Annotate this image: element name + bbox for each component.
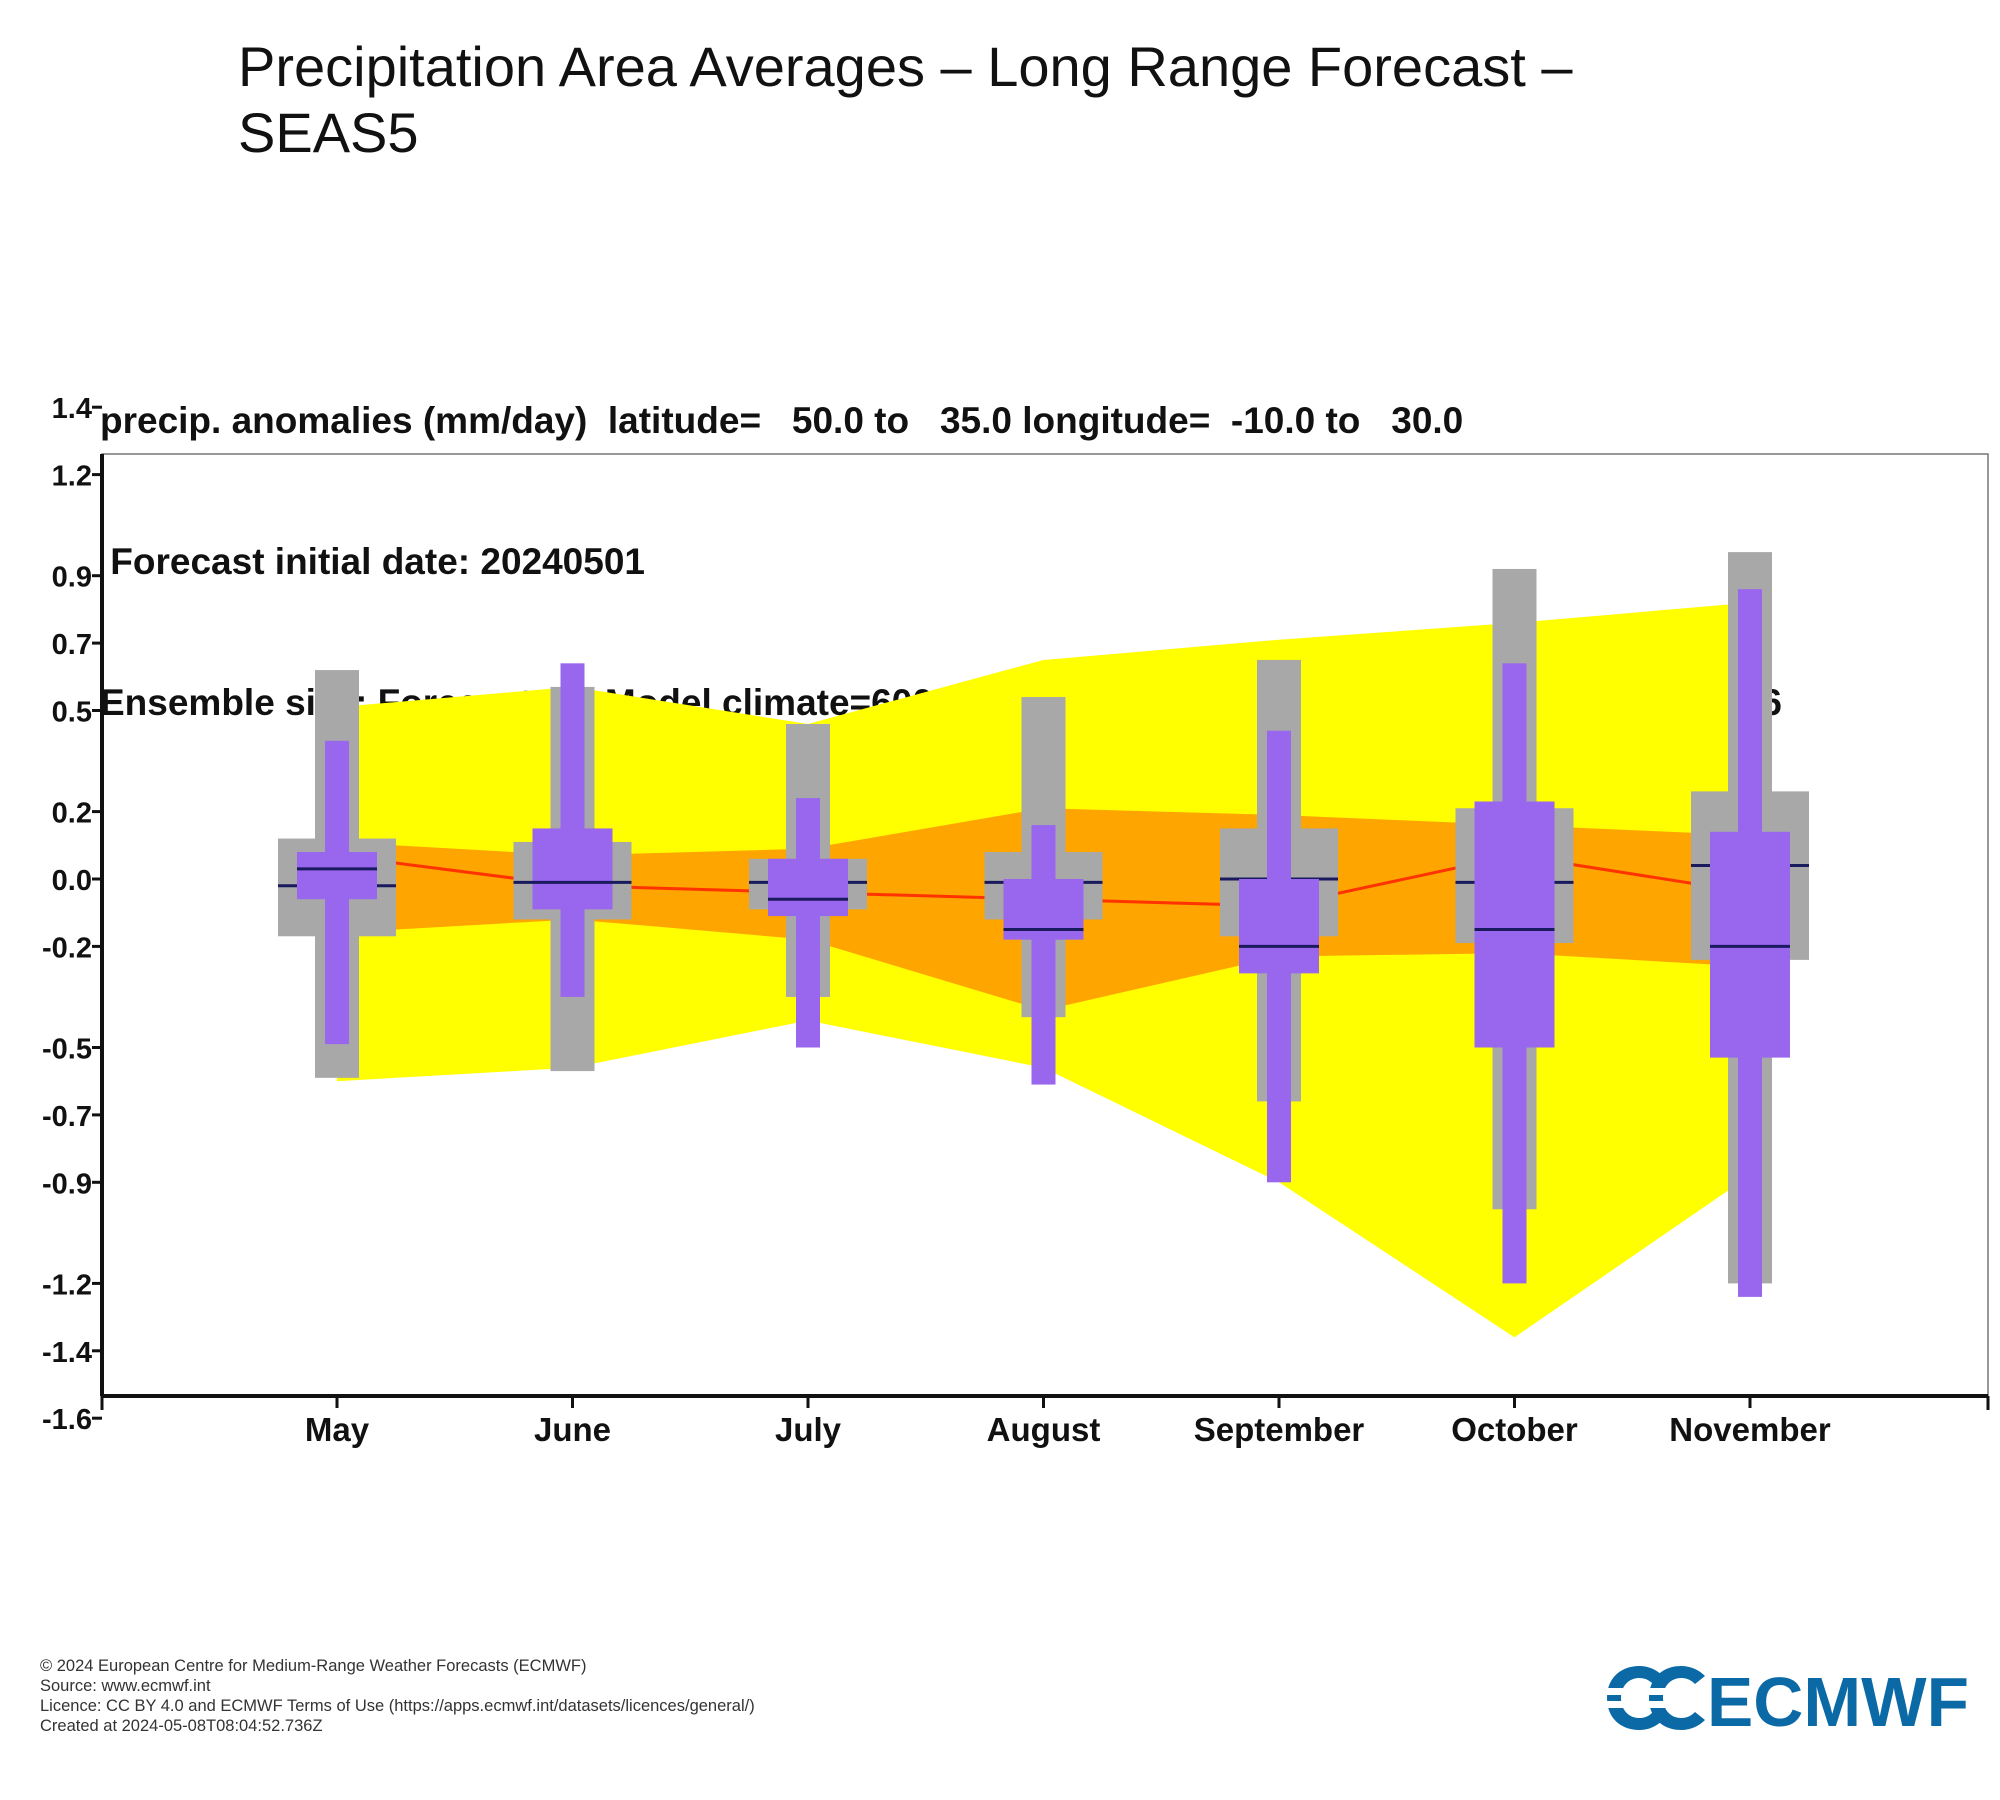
footer-created: Created at 2024-05-08T08:04:52.736Z [40, 1717, 323, 1735]
y-tick-label: -0.5 [42, 1034, 92, 1066]
x-tick-label: November [1669, 1411, 1831, 1448]
y-tick-label: 0.5 [52, 697, 92, 729]
y-tick-label: -1.6 [42, 1404, 92, 1436]
x-tick-label: June [534, 1411, 611, 1448]
footer-licence: Licence: CC BY 4.0 and ECMWF Terms of Us… [40, 1697, 755, 1715]
footer-copyright: © 2024 European Centre for Medium-Range … [40, 1657, 587, 1675]
x-tick-label: May [305, 1411, 370, 1448]
x-tick-label: July [775, 1411, 842, 1448]
y-tick-label: -1.2 [42, 1269, 92, 1301]
forecast-box [768, 858, 848, 917]
x-tick-label: October [1451, 1411, 1578, 1448]
page-title: Precipitation Area Averages – Long Range… [238, 35, 1573, 164]
forecast-box [1474, 801, 1555, 1048]
y-tick-label: -0.2 [42, 932, 92, 964]
y-tick-label: 0.7 [52, 629, 92, 661]
y-tick-label: 0.9 [52, 562, 92, 594]
forecast-whisker [1031, 825, 1056, 1085]
y-tick-label: -0.7 [42, 1101, 92, 1133]
ecmwf-logo: ECMWF [1605, 1663, 1969, 1734]
y-tick-label: -0.9 [42, 1168, 92, 1200]
copyright-footer: © 2024 European Centre for Medium-Range … [40, 1656, 755, 1736]
chart-header-line-1: precip. anomalies (mm/day) latitude= 50.… [100, 400, 1464, 441]
y-tick-label: 1.4 [52, 393, 92, 425]
chart-header-line-2: Forecast initial date: 20240501 [100, 541, 645, 582]
forecast-box [1239, 879, 1319, 974]
y-tick-label: -1.4 [42, 1337, 92, 1369]
ecmwf-logo-icon [1605, 1666, 1705, 1730]
y-tick-label: 1.2 [52, 461, 92, 493]
y-tick-label: 0.0 [52, 865, 92, 897]
ecmwf-logo-text: ECMWF [1707, 1663, 1969, 1734]
footer-source: Source: www.ecmwf.int [40, 1677, 211, 1695]
forecast-whisker [796, 798, 820, 1048]
forecast-box [1710, 831, 1790, 1058]
forecast-box [297, 852, 377, 900]
x-tick-label: August [987, 1411, 1101, 1448]
forecast-box [532, 828, 613, 910]
precipitation-anomaly-chart: 1.4 1.2 0.9 0.7 0.5 0.2 0.0 -0.2 -0.5 -0.7 -0.9 -1.… [42, 393, 1990, 1448]
x-tick-label: September [1194, 1411, 1365, 1448]
y-tick-label: 0.2 [52, 798, 92, 830]
